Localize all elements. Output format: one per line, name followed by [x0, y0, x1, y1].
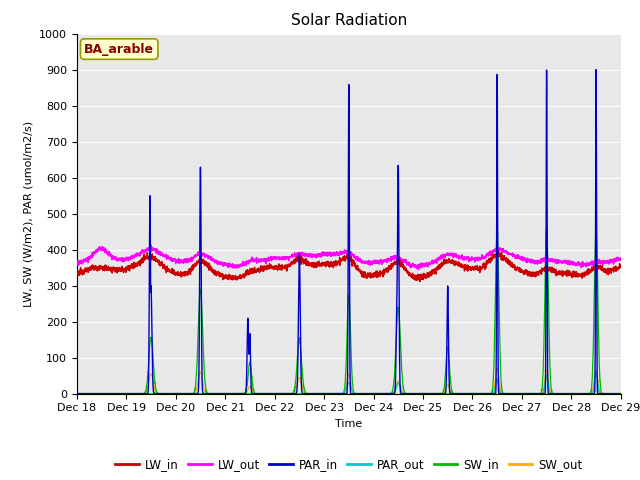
Legend: LW_in, LW_out, PAR_in, PAR_out, SW_in, SW_out: LW_in, LW_out, PAR_in, PAR_out, SW_in, S…: [111, 454, 587, 476]
Text: BA_arable: BA_arable: [84, 43, 154, 56]
Y-axis label: LW, SW (W/m2), PAR (umol/m2/s): LW, SW (W/m2), PAR (umol/m2/s): [24, 120, 33, 307]
Title: Solar Radiation: Solar Radiation: [291, 13, 407, 28]
X-axis label: Time: Time: [335, 419, 362, 429]
